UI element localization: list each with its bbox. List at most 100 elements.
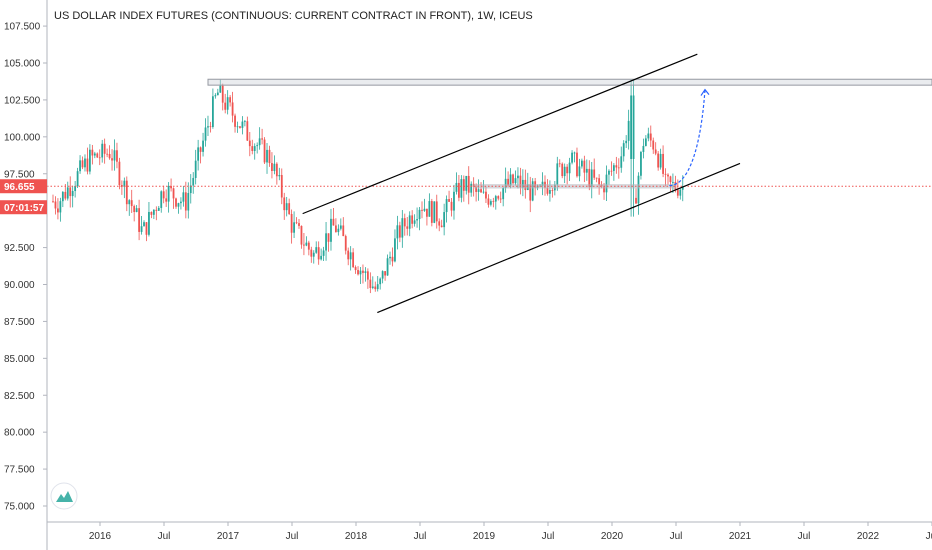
support-zone[interactable] — [473, 184, 676, 189]
candle — [61, 191, 64, 208]
candle — [52, 194, 54, 203]
candle — [430, 198, 433, 227]
candle — [212, 88, 214, 129]
candle-body — [357, 270, 359, 275]
y-tick-label: 92.500 — [4, 243, 35, 254]
candle-body — [519, 175, 522, 188]
candle-body — [275, 163, 278, 177]
candle-body — [152, 209, 155, 215]
candle — [89, 144, 91, 175]
drawings-layer — [47, 53, 932, 314]
candle — [182, 186, 185, 207]
candle-body — [256, 145, 259, 147]
candle-body — [138, 208, 140, 232]
candle-body — [467, 175, 470, 193]
candle — [571, 150, 573, 165]
candle-body — [477, 189, 480, 192]
candle-body — [278, 175, 281, 177]
resistance-zone[interactable] — [207, 78, 932, 86]
candle-body — [450, 201, 453, 211]
candle — [256, 142, 259, 154]
candle-body — [81, 160, 84, 168]
candle-body — [391, 256, 394, 262]
candle-body — [305, 242, 308, 246]
candle-body — [445, 199, 448, 213]
candle-body — [226, 97, 229, 110]
candle-body — [558, 163, 561, 165]
channel-upper-line[interactable] — [302, 53, 698, 215]
candle — [391, 247, 394, 267]
candle — [288, 198, 291, 216]
candle — [157, 205, 160, 211]
candle — [630, 79, 632, 217]
time-axis[interactable]: 2016 Jul 2017 Jul 2018 Jul 2019 Jul 2020 Jul 2021 J… — [47, 521, 932, 542]
candle-body — [571, 152, 573, 163]
candle-body — [298, 223, 300, 226]
price-axis[interactable]: 107.500105.000102.500100.00097.50095.000… — [4, 0, 48, 550]
candle-body — [659, 153, 662, 168]
candle-body — [612, 165, 615, 171]
candle — [133, 204, 136, 222]
y-tick-label: 97.500 — [4, 169, 35, 180]
candle-body — [430, 201, 433, 223]
candle — [622, 140, 625, 162]
candle — [667, 173, 669, 185]
candle-body — [204, 127, 207, 141]
candle — [118, 157, 121, 190]
candle-body — [438, 221, 441, 226]
candle-body — [246, 121, 249, 141]
x-tick-label: 2019 — [473, 531, 496, 542]
candle-body — [76, 171, 79, 186]
candle — [573, 151, 576, 163]
candle-body — [502, 187, 505, 200]
candle — [529, 176, 532, 213]
candle — [224, 93, 227, 114]
candle-body — [428, 201, 431, 217]
candle — [307, 240, 310, 256]
candle-body — [556, 163, 559, 185]
candle — [568, 157, 571, 182]
candle-body — [448, 199, 450, 202]
candle-body — [59, 201, 62, 213]
candle-body — [568, 162, 571, 174]
channel-lower-line[interactable] — [377, 162, 741, 314]
candle-body — [175, 198, 177, 207]
candle — [595, 177, 598, 183]
candle-body — [566, 166, 569, 174]
tradingview-logo[interactable] — [50, 482, 78, 510]
candle-body — [654, 149, 657, 154]
candle-body — [352, 252, 355, 268]
candle — [125, 176, 128, 212]
projection-arrow[interactable] — [669, 89, 706, 187]
candle-body — [71, 190, 74, 197]
x-tick-label: Jul — [414, 531, 427, 542]
candle-body — [64, 191, 67, 199]
candle — [615, 156, 618, 174]
candle-body — [327, 233, 330, 242]
candle — [74, 181, 77, 198]
plot-area[interactable] — [52, 79, 684, 294]
candle-body — [359, 270, 362, 275]
x-tick-label: 2020 — [601, 531, 624, 542]
candle-body — [647, 133, 650, 139]
candle — [502, 187, 505, 207]
candle — [445, 195, 448, 223]
candle — [305, 236, 308, 247]
candle-body — [398, 225, 401, 238]
candle-body — [194, 160, 197, 178]
candle-body — [408, 215, 411, 229]
candle — [214, 93, 217, 99]
candle-body — [504, 178, 507, 188]
candle-body — [143, 222, 145, 227]
candle-body — [482, 191, 485, 193]
candle-body — [108, 153, 111, 159]
candle-body — [603, 186, 605, 193]
candle — [423, 198, 426, 212]
candle-body — [573, 152, 576, 154]
candle — [258, 127, 261, 150]
candle — [263, 137, 266, 165]
candle-body — [507, 178, 509, 186]
candle-body — [133, 206, 136, 213]
candle — [293, 211, 295, 239]
